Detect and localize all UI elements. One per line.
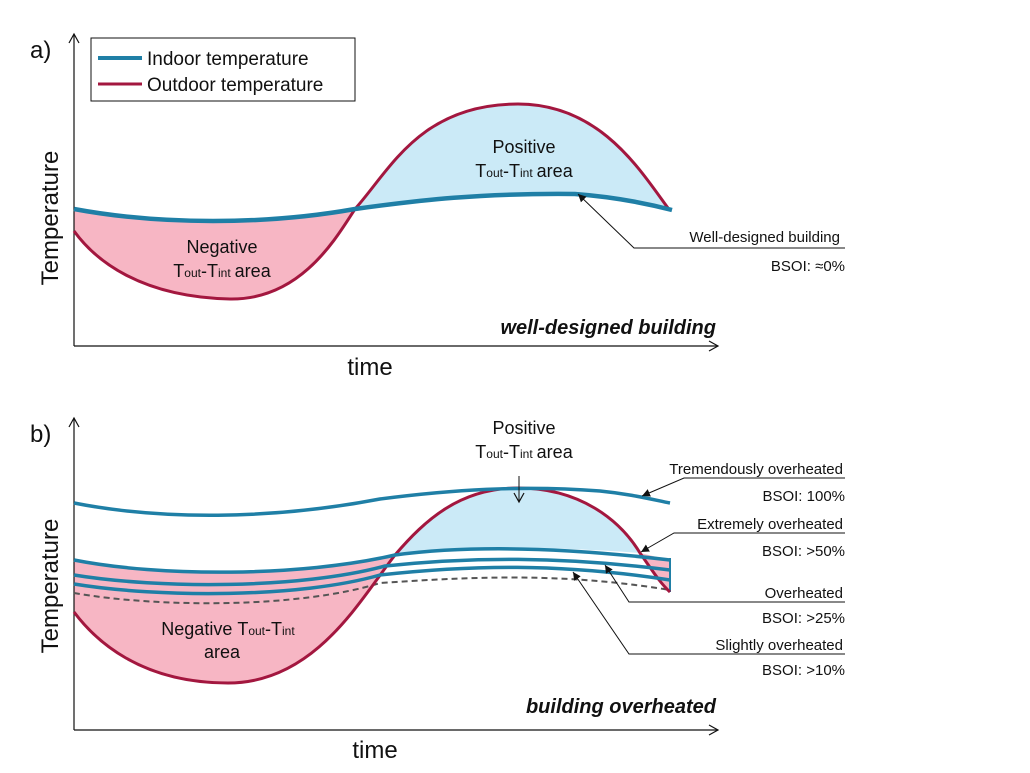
caption-a: well-designed building [500,317,716,339]
annotation-leader-a [577,193,845,249]
panel-label-b: b) [30,421,51,448]
indoor-curve-a [73,191,673,224]
y-axis-label-b: Temperature [37,519,64,654]
annotation-label-tremendous: Tremendously overheated [669,461,843,478]
negative-area-a [74,209,355,300]
annotation-label-a: Well-designed building [689,229,840,246]
positive-area-b [395,488,640,555]
negative-word-a: Negative [186,237,257,257]
annotation-leader-slightly [572,571,845,655]
annotation-bsoi-extreme: BSOI: >50% [762,543,845,560]
panel-a: Indoor temperature Outdoor temperature a… [30,32,845,381]
negative-notation-b: Negative Tout-Tint [161,619,295,639]
indoor-extremely-overheated-b [73,546,671,574]
positive-area-a [355,104,668,209]
indoor-overheated-b [73,557,671,587]
caption-b: building overheated [526,696,717,718]
indoor-tremendously-overheated-b [73,486,671,517]
annotation-bsoi-slightly: BSOI: >10% [762,662,845,679]
outdoor-curve-b [72,486,672,685]
panel-label-a: a) [30,37,51,64]
negative-notation-a: Tout-Tint area [173,261,271,281]
annotation-leader-extreme [640,532,845,553]
dashed-reference-curve-b [73,576,671,605]
x-axis-label-b: time [352,737,397,764]
annotation-label-extreme: Extremely overheated [697,516,843,533]
indoor-slightly-overheated-b [73,565,671,596]
positive-notation-b: Tout-Tint area [475,442,573,462]
positive-word-b: Positive [492,418,555,438]
annotation-bsoi-overheated: BSOI: >25% [762,610,845,627]
legend-label-indoor: Indoor temperature [147,49,309,70]
negative-area-word-b: area [204,642,241,662]
positive-word-a: Positive [492,137,555,157]
annotation-leader-tremendous [641,477,845,497]
x-axis-label-a: time [347,354,392,381]
y-axis-label-a: Temperature [37,151,64,286]
annotation-label-overheated: Overheated [765,585,843,602]
annotation-bsoi-tremendous: BSOI: 100% [762,488,845,505]
annotation-bsoi-a: BSOI: ≈0% [771,258,845,275]
legend-label-outdoor: Outdoor temperature [147,75,323,96]
positive-notation-a: Tout-Tint area [475,161,573,181]
annotation-label-slightly: Slightly overheated [715,637,843,654]
panel-b: b) Temperature time Positive Tout-Tint ar… [30,416,845,764]
annotation-leader-overheated [604,564,845,603]
legend-box [90,37,356,102]
